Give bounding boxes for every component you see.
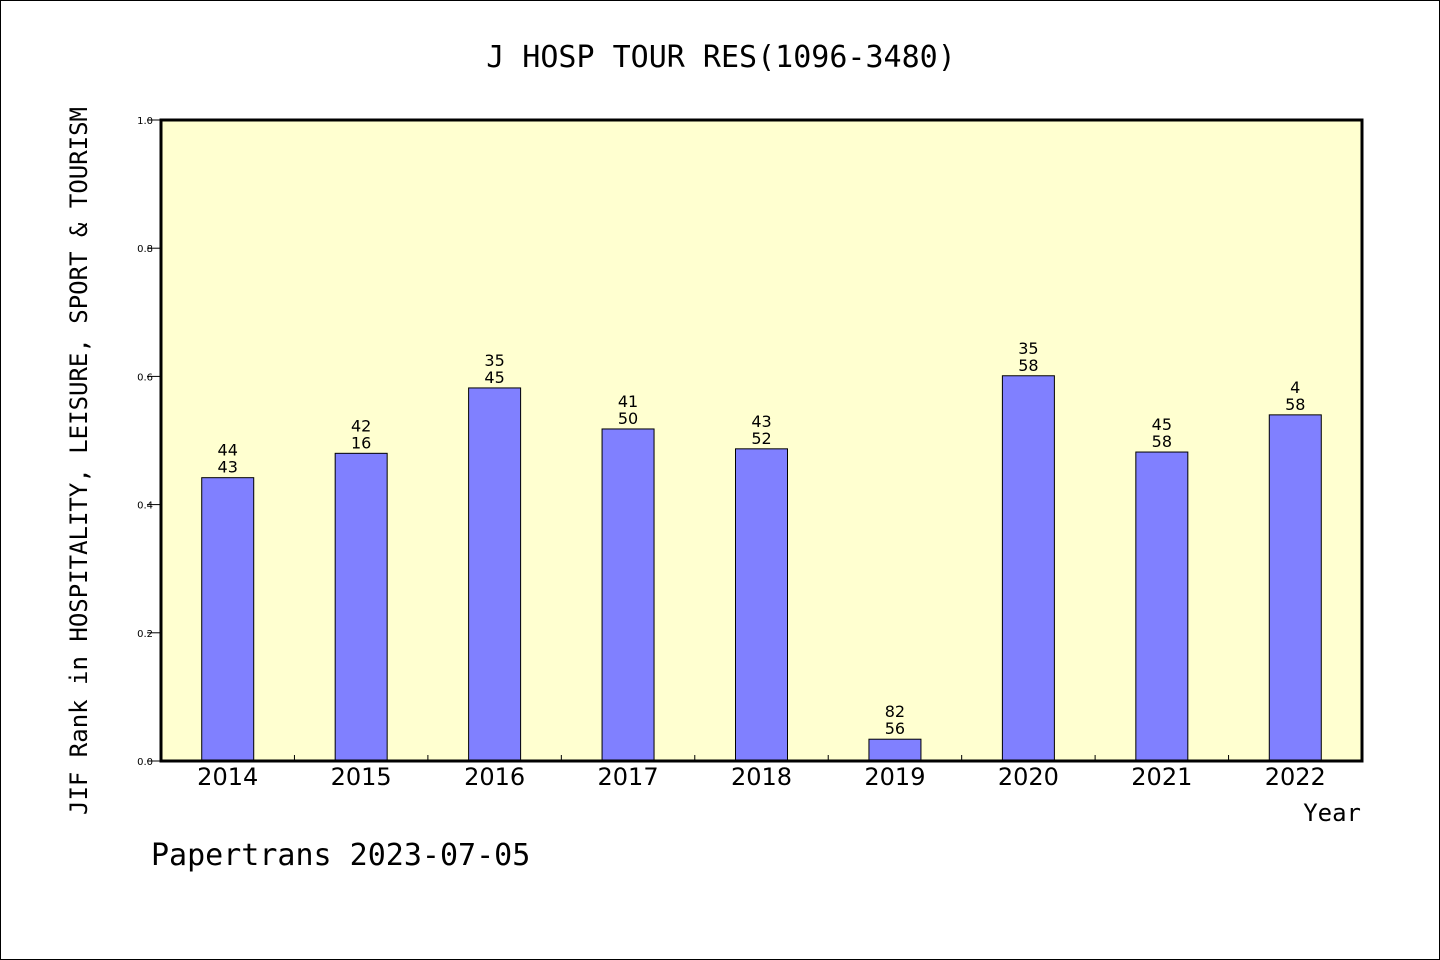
plot-border xyxy=(159,118,1364,763)
x-tick-label: 2022 xyxy=(1265,763,1326,791)
bar-label-top: 41 xyxy=(618,392,638,411)
y-tick-label: 0.8 xyxy=(137,244,153,255)
x-tick-label: 2015 xyxy=(331,763,392,791)
bar-label-top: 43 xyxy=(751,412,771,431)
bar-2017 xyxy=(601,428,655,762)
bar-label-bottom: 45 xyxy=(484,368,504,387)
x-axis-title: Year xyxy=(1303,799,1361,827)
bar-label-top: 35 xyxy=(484,351,504,370)
y-tick-label: 0.6 xyxy=(137,372,153,383)
bar-label-bottom: 58 xyxy=(1152,432,1172,451)
bar-label-top: 42 xyxy=(351,416,371,435)
y-tick-label: 0.4 xyxy=(137,501,153,512)
y-axis: 0.0 0.2 0.4 0.6 0.8 1.0 xyxy=(137,116,161,768)
y-axis-title: JIF Rank in HOSPITALITY, LEISURE, SPORT … xyxy=(65,107,93,815)
x-tick-label: 2017 xyxy=(598,763,659,791)
y-tick-label: 1.0 xyxy=(137,116,153,127)
bar-2014 xyxy=(201,477,255,762)
bar-2019 xyxy=(868,738,922,762)
bar-label-bottom: 58 xyxy=(1018,356,1038,375)
y-tick-label: 0.2 xyxy=(137,629,153,640)
x-axis: 2014 2015 2016 2017 2018 2019 2020 2021 2022 xyxy=(197,755,1326,791)
bar-label-bottom: 50 xyxy=(618,409,638,428)
bar-label-bottom: 43 xyxy=(218,458,238,477)
bar-label-top: 45 xyxy=(1152,415,1172,434)
bar-2020 xyxy=(1001,375,1055,762)
bar-label-top: 82 xyxy=(885,702,905,721)
x-tick-label: 2019 xyxy=(864,763,925,791)
y-tick-label: 0.0 xyxy=(137,757,153,768)
bar-label-bottom: 16 xyxy=(351,433,371,452)
bar-2021 xyxy=(1135,451,1189,762)
footer-credit: Papertrans 2023-07-05 xyxy=(151,838,530,873)
chart-title: J HOSP TOUR RES(1096-3480) xyxy=(486,40,956,75)
bar-label-bottom: 52 xyxy=(751,429,771,448)
bar-label-bottom: 58 xyxy=(1285,395,1305,414)
bar-label-top: 4 xyxy=(1290,378,1300,397)
x-tick-label: 2016 xyxy=(464,763,525,791)
bar-label-top: 35 xyxy=(1018,339,1038,358)
bar-2016 xyxy=(468,387,522,762)
x-tick-label: 2018 xyxy=(731,763,792,791)
bar-label-top: 44 xyxy=(218,441,238,460)
x-tick-label: 2020 xyxy=(998,763,1059,791)
x-tick-label: 2021 xyxy=(1131,763,1192,791)
x-tick-label: 2014 xyxy=(197,763,258,791)
bar-2018 xyxy=(735,448,788,762)
bar-2022 xyxy=(1268,414,1322,762)
bar-2015 xyxy=(334,452,388,762)
bar-label-bottom: 56 xyxy=(885,719,905,738)
bars xyxy=(201,375,1322,762)
